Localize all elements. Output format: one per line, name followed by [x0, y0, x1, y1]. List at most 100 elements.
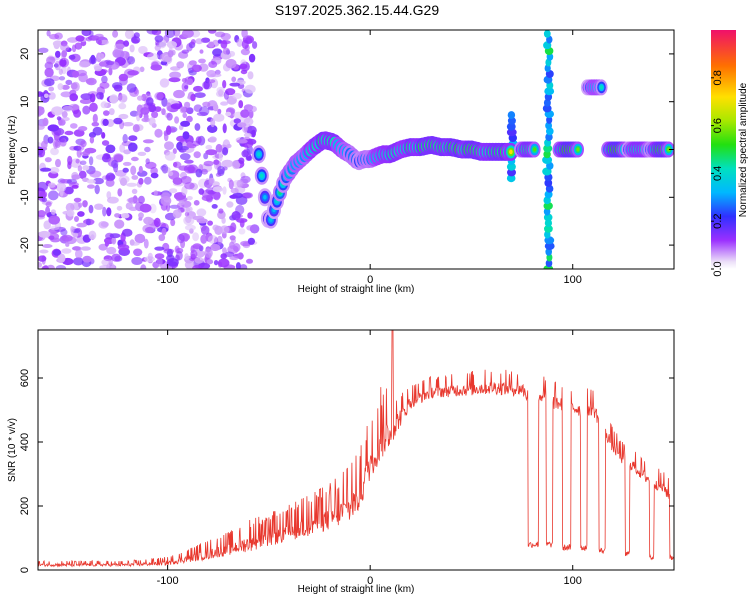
noise-speckle [61, 50, 68, 58]
noise-speckle [193, 151, 201, 159]
noise-speckle [143, 238, 149, 249]
noise-speckle [248, 53, 256, 63]
noise-speckle [91, 121, 100, 127]
noise-speckle [226, 143, 232, 149]
noise-speckle [130, 241, 140, 246]
noise-speckle [154, 44, 161, 52]
noise-speckle [41, 140, 48, 150]
noise-speckle [88, 204, 94, 214]
noise-speckle [92, 113, 98, 124]
noise-speckle [100, 101, 108, 109]
noise-speckle [183, 164, 195, 174]
noise-speckle [68, 103, 80, 111]
noise-speckle [136, 112, 141, 122]
noise-speckle [238, 100, 244, 109]
noise-speckle [59, 187, 64, 197]
noise-speckle [164, 151, 176, 161]
noise-speckle [78, 202, 83, 208]
noise-speckle [106, 246, 117, 255]
noise-speckle [193, 200, 200, 206]
noise-speckle [89, 56, 97, 65]
y-tick-label: 20 [19, 48, 31, 60]
noise-speckle [58, 68, 63, 75]
noise-speckle [221, 159, 234, 168]
noise-speckle [82, 165, 90, 171]
noise-speckle [236, 179, 244, 188]
snr-panel: -100 0 100 0 200 400 600 Height of straight li… [7, 329, 675, 595]
noise-speckle [69, 93, 78, 102]
colorbar-tick-label: 0.2 [712, 214, 724, 229]
y-tick-label: 0 [19, 567, 31, 573]
noise-speckle [192, 243, 202, 250]
noise-speckle [215, 143, 223, 153]
noise-speckle [213, 103, 219, 112]
noise-speckle [126, 182, 138, 187]
noise-speckle [117, 244, 130, 251]
noise-speckle [181, 49, 189, 54]
snr-x-label: Height of straight line (km) [298, 584, 415, 595]
noise-speckle [77, 211, 85, 217]
noise-speckle [243, 132, 252, 138]
noise-speckle [89, 170, 102, 178]
noise-speckle [191, 64, 202, 73]
noise-speckle [109, 94, 119, 104]
noise-speckle [61, 84, 70, 90]
vertical-streak [507, 111, 516, 120]
noise-speckle [180, 120, 191, 127]
noise-speckle [46, 56, 56, 65]
noise-speckle [218, 151, 223, 162]
noise-speckle [48, 215, 60, 225]
noise-speckle [60, 91, 72, 98]
noise-speckle [101, 132, 106, 139]
noise-speckle [154, 128, 163, 138]
spectrogram-x-label: Height of straight line (km) [298, 284, 415, 295]
segment-mark [599, 85, 604, 90]
noise-speckle [147, 252, 153, 261]
vertical-streak [544, 179, 553, 187]
noise-speckle [139, 66, 145, 73]
noise-speckle [38, 47, 49, 53]
noise-speckle [50, 147, 59, 156]
noise-speckle [228, 179, 234, 190]
noise-speckle [86, 179, 96, 184]
vertical-streak [544, 242, 555, 251]
noise-speckle [149, 203, 157, 214]
noise-speckle [196, 250, 205, 258]
noise-speckle [64, 130, 74, 136]
noise-speckle [126, 83, 137, 93]
colorbar-tick-label: 0.0 [712, 261, 724, 276]
noise-speckle [100, 39, 109, 45]
noise-speckle [72, 232, 78, 238]
noise-speckle [111, 253, 121, 262]
noise-speckle [211, 204, 218, 209]
noise-speckle [55, 158, 61, 168]
noise-speckle [54, 140, 61, 149]
noise-speckle [237, 122, 247, 128]
noise-speckle [131, 257, 143, 265]
noise-speckle [250, 130, 256, 138]
noise-speckle [78, 126, 88, 132]
noise-speckle [166, 112, 173, 121]
noise-speckle [232, 92, 242, 100]
noise-speckle [239, 264, 248, 269]
noise-speckle [89, 30, 94, 37]
noise-speckle [67, 155, 73, 166]
noise-speckle [154, 35, 164, 43]
noise-speckle [75, 249, 83, 259]
noise-speckle [114, 43, 125, 50]
vertical-streak [507, 116, 516, 125]
noise-speckle [179, 106, 187, 114]
noise-speckle [38, 230, 51, 238]
noise-speckle [71, 174, 81, 180]
noise-speckle [194, 123, 201, 131]
noise-speckle [195, 38, 203, 45]
noise-speckle [236, 218, 248, 223]
noise-speckle [68, 181, 79, 188]
noise-speckle [58, 76, 66, 81]
noise-speckle [172, 148, 177, 155]
noise-speckle [223, 90, 229, 100]
noise-speckle [46, 30, 51, 37]
noise-speckle [130, 36, 141, 44]
noise-speckle [66, 209, 75, 217]
noise-speckle [125, 202, 133, 210]
